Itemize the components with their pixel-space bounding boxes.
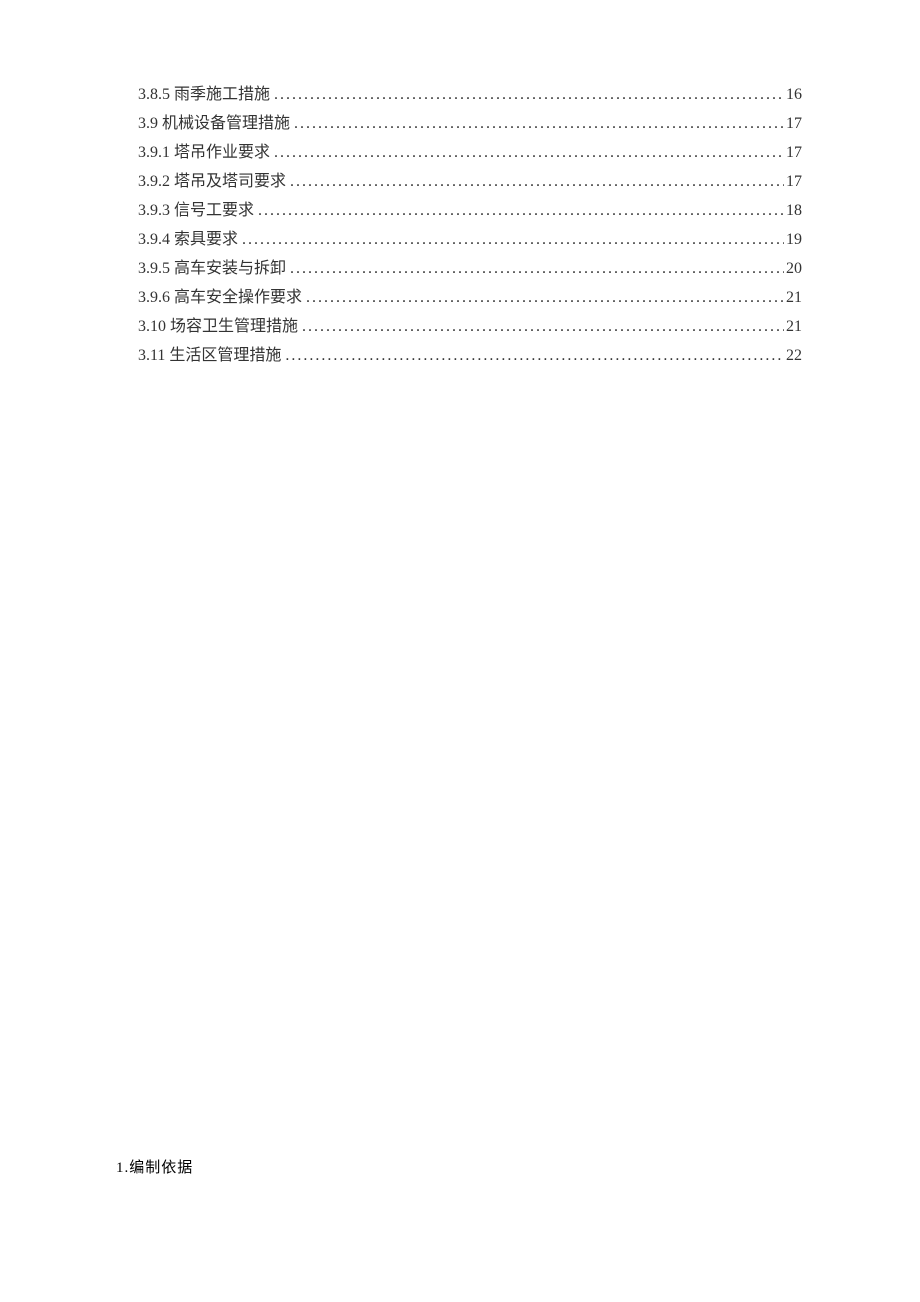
toc-dots <box>294 109 784 138</box>
toc-label: 3.9.4 索具要求 <box>138 225 238 254</box>
toc-container: 3.8.5 雨季施工措施 16 3.9 机械设备管理措施 17 3.9.1 塔吊… <box>138 80 802 370</box>
toc-entry: 3.10 场容卫生管理措施 21 <box>138 312 802 341</box>
toc-page: 20 <box>784 254 802 283</box>
toc-label: 3.9.1 塔吊作业要求 <box>138 138 270 167</box>
toc-page: 21 <box>784 283 802 312</box>
toc-page: 17 <box>784 167 802 196</box>
toc-entry: 3.9.3 信号工要求 18 <box>138 196 802 225</box>
toc-entry: 3.11 生活区管理措施 22 <box>138 341 802 370</box>
toc-dots <box>290 254 784 283</box>
toc-page: 16 <box>784 80 802 109</box>
toc-page: 21 <box>784 312 802 341</box>
toc-entry: 3.8.5 雨季施工措施 16 <box>138 80 802 109</box>
toc-dots <box>274 138 784 167</box>
toc-entry: 3.9.1 塔吊作业要求 17 <box>138 138 802 167</box>
toc-label: 3.9.3 信号工要求 <box>138 196 254 225</box>
toc-dots <box>290 167 784 196</box>
toc-label: 3.10 场容卫生管理措施 <box>138 312 298 341</box>
toc-label: 3.9.2 塔吊及塔司要求 <box>138 167 286 196</box>
toc-dots <box>242 225 784 254</box>
toc-page: 17 <box>784 109 802 138</box>
toc-page: 19 <box>784 225 802 254</box>
toc-label: 3.9.6 高车安全操作要求 <box>138 283 302 312</box>
toc-dots <box>302 312 784 341</box>
toc-entry: 3.9.2 塔吊及塔司要求 17 <box>138 167 802 196</box>
toc-dots <box>306 283 784 312</box>
toc-entry: 3.9.6 高车安全操作要求 21 <box>138 283 802 312</box>
toc-label: 3.8.5 雨季施工措施 <box>138 80 270 109</box>
toc-page: 22 <box>784 341 802 370</box>
section-heading: 1.编制依据 <box>116 1156 193 1177</box>
toc-page: 17 <box>784 138 802 167</box>
toc-label: 3.11 生活区管理措施 <box>138 341 281 370</box>
toc-label: 3.9 机械设备管理措施 <box>138 109 290 138</box>
toc-dots <box>285 341 784 370</box>
toc-label: 3.9.5 高车安装与拆卸 <box>138 254 286 283</box>
toc-entry: 3.9.4 索具要求 19 <box>138 225 802 254</box>
toc-dots <box>274 80 784 109</box>
toc-entry: 3.9 机械设备管理措施 17 <box>138 109 802 138</box>
toc-dots <box>258 196 784 225</box>
toc-page: 18 <box>784 196 802 225</box>
toc-entry: 3.9.5 高车安装与拆卸 20 <box>138 254 802 283</box>
